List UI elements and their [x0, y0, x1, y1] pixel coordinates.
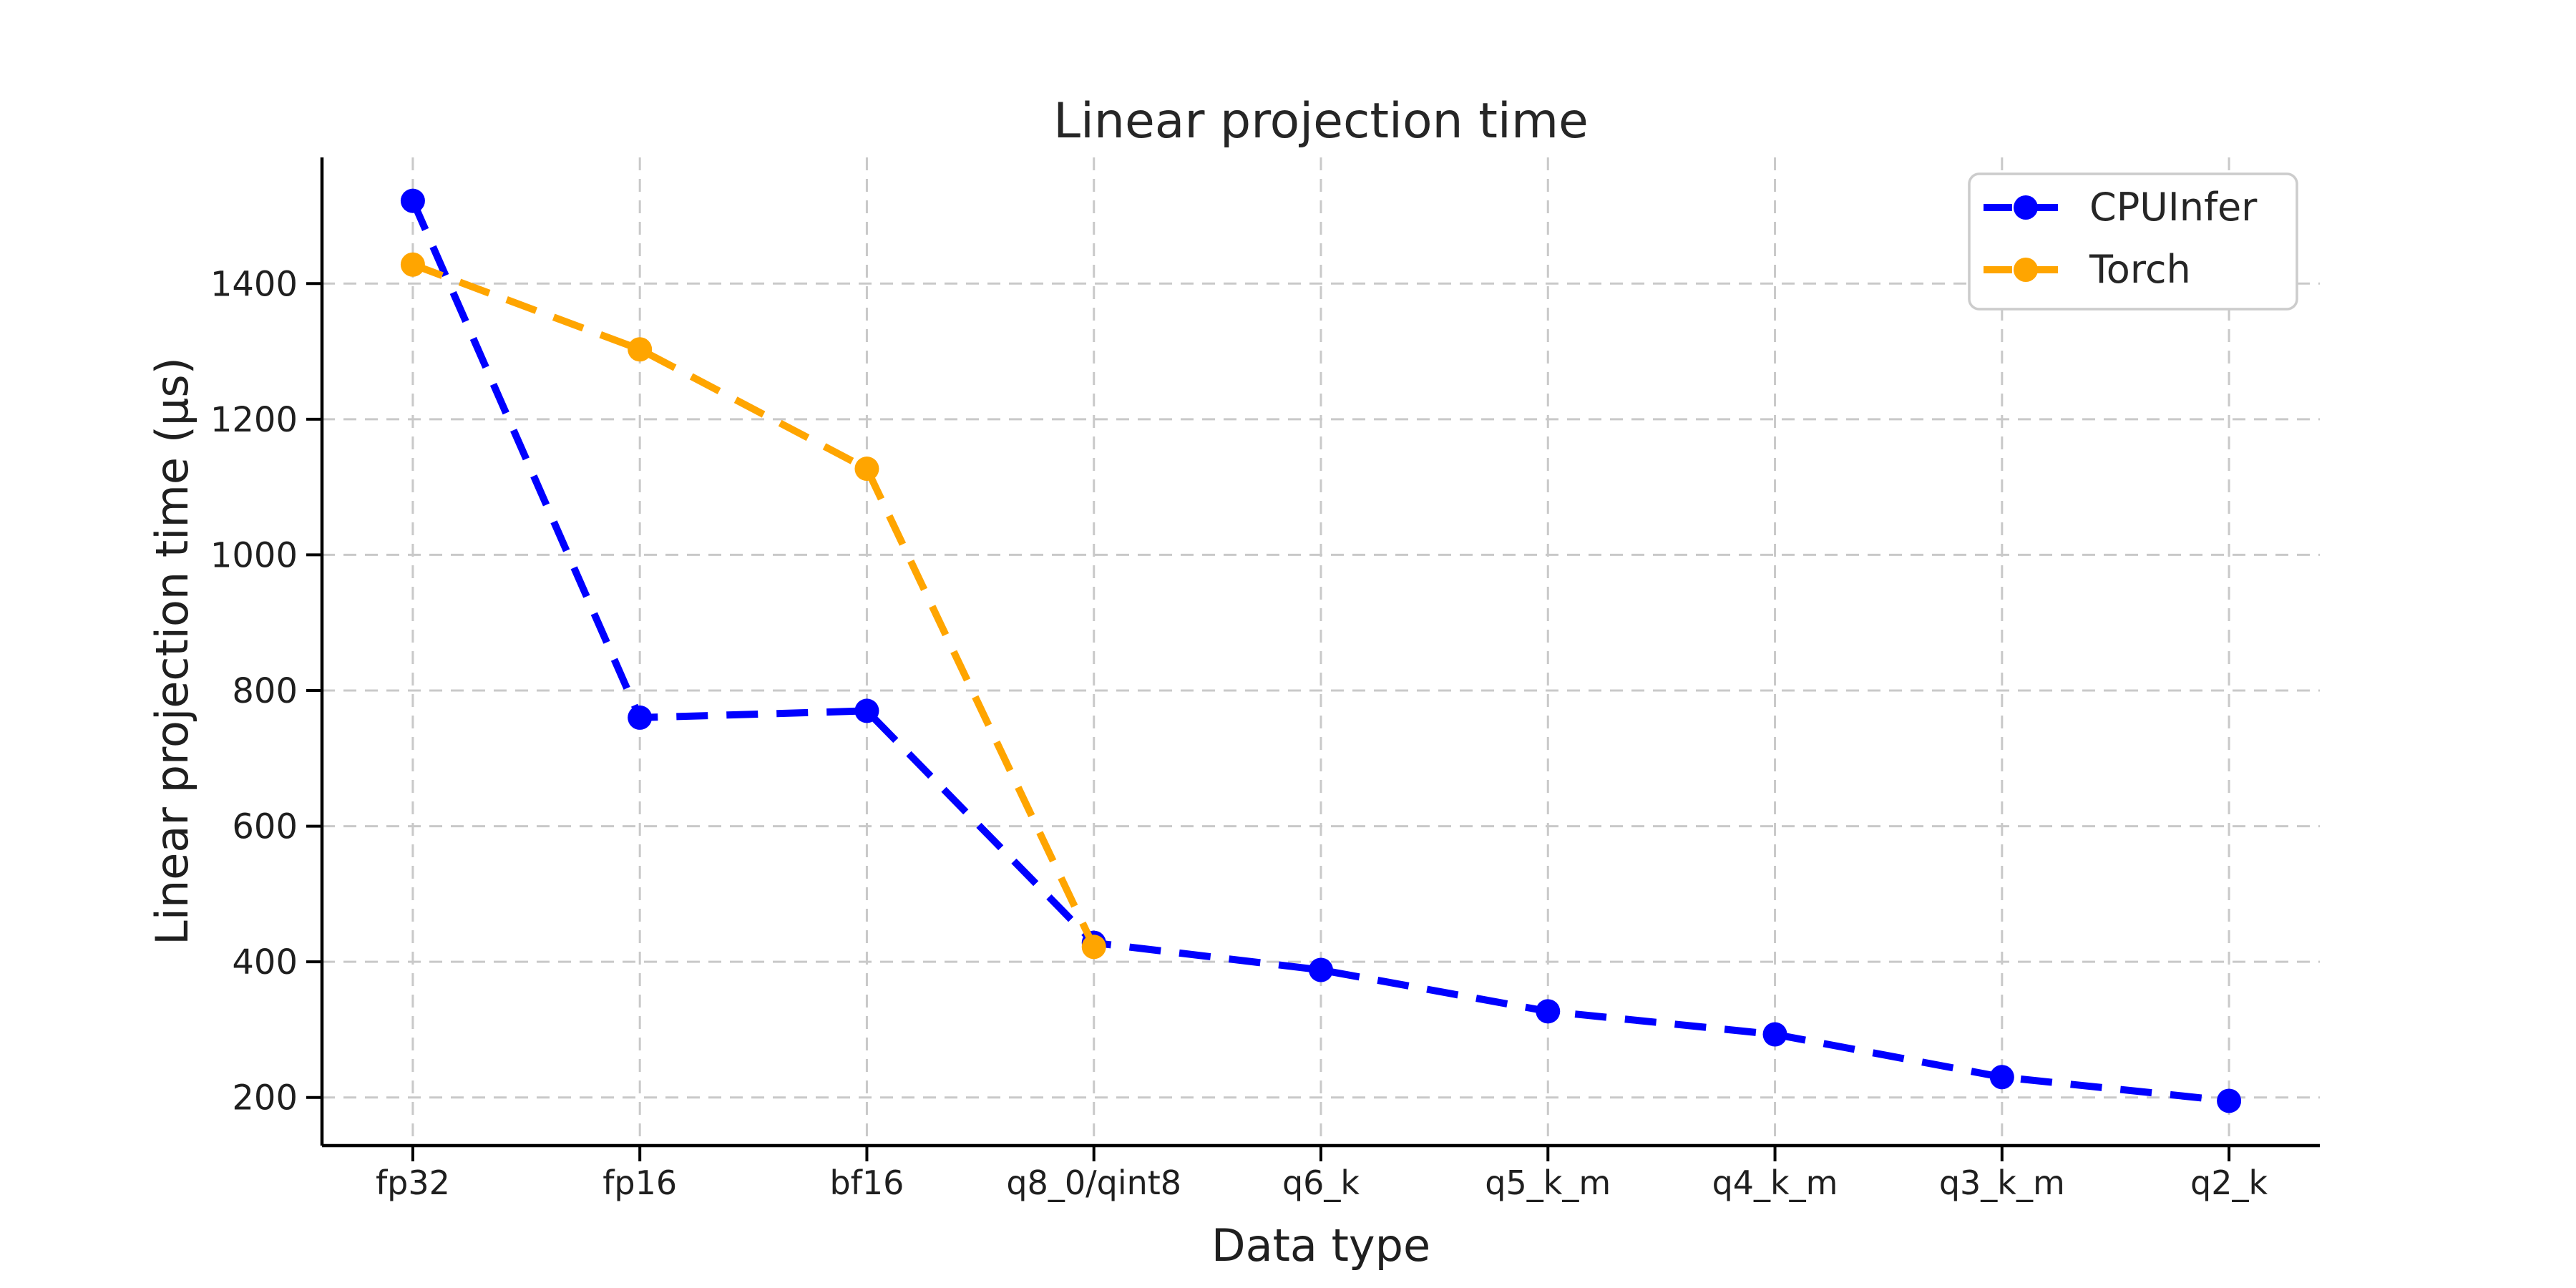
data-point-torch-q8_0/qint8 [1081, 935, 1106, 960]
legend-item-cpuinfer: CPUInfer [1984, 185, 2258, 230]
data-point-cpuinfer-fp32 [400, 188, 425, 213]
data-point-cpuinfer-q6_k [1309, 957, 1333, 982]
legend: CPUInfer Torch [1968, 172, 2298, 311]
data-point-torch-fp32 [400, 252, 425, 277]
y-tick-label: 1200 [210, 400, 298, 440]
series-line-cpuinfer [409, 199, 2230, 1105]
data-point-cpuinfer-q3_k_m [1989, 1065, 2014, 1090]
series-line-torch [411, 261, 1098, 949]
y-tick-label: 400 [232, 942, 298, 982]
data-point-cpuinfer-q5_k_m [1536, 999, 1561, 1024]
data-point-cpuinfer-q2_k [2217, 1088, 2242, 1113]
x-tick-label: fp32 [376, 1163, 450, 1202]
legend-label-torch: Torch [2089, 247, 2191, 292]
data-point-cpuinfer-fp16 [628, 705, 653, 730]
data-point-cpuinfer-q4_k_m [1762, 1022, 1787, 1047]
x-tick-label: q5_k_m [1485, 1163, 1611, 1202]
legend-marker-torch [2014, 258, 2038, 282]
x-tick-label: bf16 [829, 1163, 904, 1202]
x-tick-label: q2_k [2190, 1163, 2268, 1202]
legend-item-torch: Torch [1984, 247, 2191, 292]
data-point-torch-bf16 [854, 457, 879, 482]
plot-area: 200 400 600 800 1000 1200 1400 fp32 fp16 bf16 q8_0… [210, 157, 2320, 1202]
x-tick-label: q6_k [1282, 1163, 1360, 1202]
x-axis-label: Data type [1211, 1219, 1430, 1272]
chart-title: Linear projection time [1053, 93, 1589, 150]
x-tick-label: q4_k_m [1712, 1163, 1838, 1202]
x-tick-label: q3_k_m [1939, 1163, 2065, 1202]
y-tick-label: 1400 [210, 264, 298, 304]
y-tick-label: 200 [232, 1078, 298, 1118]
y-tick-label: 600 [232, 807, 298, 847]
x-tick-label: q8_0/qint8 [1006, 1163, 1181, 1202]
x-tick-label: fp16 [602, 1163, 677, 1202]
y-axis-label: Linear projection time (μs) [146, 357, 198, 945]
legend-marker-cpuinfer [2014, 195, 2038, 220]
legend-label-cpuinfer: CPUInfer [2089, 185, 2258, 230]
data-point-torch-fp16 [628, 337, 653, 362]
y-tick-label: 800 [232, 671, 298, 711]
data-point-cpuinfer-bf16 [854, 698, 879, 723]
y-tick-label: 1000 [210, 535, 298, 575]
